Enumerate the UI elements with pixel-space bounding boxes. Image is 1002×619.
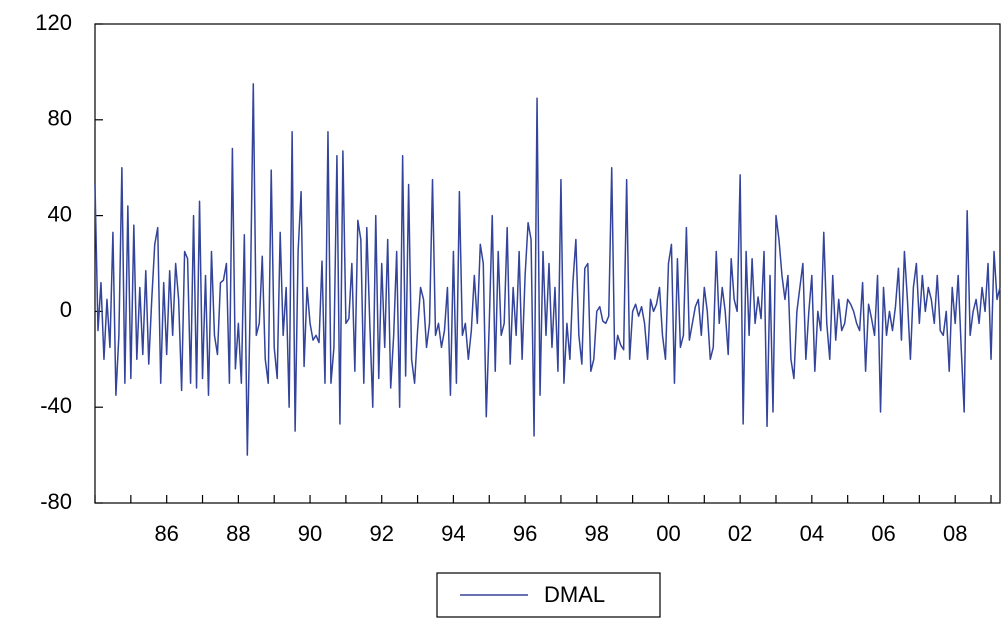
x-tick-label: 90 bbox=[298, 521, 322, 546]
y-tick-label: -80 bbox=[40, 489, 72, 514]
x-tick-label: 86 bbox=[154, 521, 178, 546]
x-tick-label: 04 bbox=[800, 521, 824, 546]
data-line bbox=[94, 83, 1001, 456]
x-tick-label: 98 bbox=[585, 521, 609, 546]
x-tick-label: 94 bbox=[441, 521, 465, 546]
x-tick-label: 00 bbox=[656, 521, 680, 546]
x-tick-label: 06 bbox=[871, 521, 895, 546]
y-tick-label: 0 bbox=[60, 297, 72, 322]
x-tick-label: 88 bbox=[226, 521, 250, 546]
y-tick-label: 120 bbox=[35, 10, 72, 35]
legend-label: DMAL bbox=[544, 582, 605, 607]
y-tick-label: -40 bbox=[40, 393, 72, 418]
x-tick-label: 02 bbox=[728, 521, 752, 546]
x-tick-label: 96 bbox=[513, 521, 537, 546]
y-tick-label: 80 bbox=[48, 106, 72, 131]
x-tick-label: 92 bbox=[369, 521, 393, 546]
legend: DMAL bbox=[436, 572, 661, 618]
x-tick-label: 08 bbox=[943, 521, 967, 546]
plot-frame bbox=[94, 23, 1001, 504]
y-tick-label: 40 bbox=[48, 201, 72, 226]
